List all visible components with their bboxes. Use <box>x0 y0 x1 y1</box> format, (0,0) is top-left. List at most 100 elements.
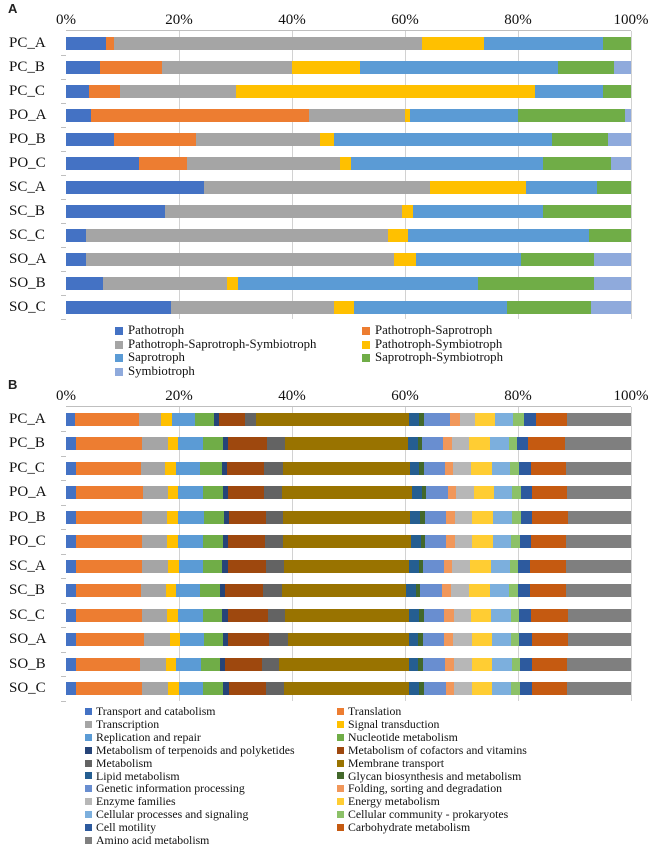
legend-swatch-icon <box>85 837 92 845</box>
bar-segment <box>456 486 474 500</box>
bar-segment <box>66 633 77 647</box>
bar-row: PC_B <box>9 432 631 456</box>
bar-segment <box>567 510 631 524</box>
bar-segment <box>168 486 179 500</box>
bar-segment <box>419 608 424 622</box>
legend-label: Saprotroph <box>128 350 185 365</box>
bar-row: SO_B <box>9 271 631 296</box>
bar-segment <box>472 510 494 524</box>
bar-segment <box>422 657 446 671</box>
bar-segment <box>66 412 76 426</box>
bar-segment <box>567 486 631 500</box>
bar-segment <box>225 657 262 671</box>
bar-segment <box>354 300 507 314</box>
legend-swatch-icon <box>85 707 92 715</box>
bar-segment <box>444 461 454 475</box>
bar-segment <box>75 559 143 573</box>
bar-segment <box>393 252 417 266</box>
legend-label: Pathotroph-Saprotroph-Symbiotroph <box>128 336 317 351</box>
bar-segment <box>388 228 408 242</box>
bar-segment <box>416 252 521 266</box>
bar-track <box>66 412 632 426</box>
bar-segment <box>419 461 425 475</box>
bar-segment <box>450 584 470 598</box>
bar-segment <box>266 682 285 696</box>
bar-segment <box>418 657 423 671</box>
bar-segment <box>567 682 632 696</box>
legend-item: Metabolism of cofactors and vitamins <box>337 743 527 757</box>
legend-swatch-icon <box>337 785 344 793</box>
bar-segment <box>420 584 443 598</box>
legend-swatch-icon <box>115 354 123 363</box>
bar-segment <box>279 657 409 671</box>
legend-swatch-icon <box>85 798 92 806</box>
bar-segment <box>203 486 223 500</box>
bar-segment <box>478 276 595 290</box>
bar-segment <box>471 461 493 475</box>
legend-item: Nucleotide metabolism <box>337 730 527 744</box>
bar-segment <box>415 584 421 598</box>
legend-label: Genetic information processing <box>96 781 245 796</box>
bar-segment <box>66 228 86 242</box>
bar-row: PC_A <box>9 31 631 56</box>
bar-segment <box>178 437 204 451</box>
category-label: SC_A <box>9 557 46 574</box>
bar-segment <box>66 300 171 314</box>
bar-segment <box>140 461 166 475</box>
bar-segment <box>222 608 228 622</box>
bar-segment <box>75 657 140 671</box>
bar-segment <box>451 437 469 451</box>
category-label: PO_A <box>9 106 47 123</box>
bar-row: SC_A <box>9 175 631 200</box>
bar-segment <box>443 559 453 573</box>
bar-row: SC_C <box>9 223 632 248</box>
bar-segment <box>424 412 450 426</box>
legend-swatch-icon <box>85 733 92 741</box>
legend-item: Pathotroph-Symbiotroph <box>362 337 503 352</box>
legend-item: Amino acid metabolism <box>85 834 337 847</box>
bar-segment <box>167 535 178 549</box>
legend-label: Amino acid metabolism <box>96 833 210 848</box>
bar-segment <box>139 156 188 170</box>
bar-segment <box>508 437 517 451</box>
legend-item: Metabolism of terpenoids and polyketides <box>85 742 337 757</box>
plot-area: PC_A PC_B PC_C PO_A PO_B PO_C SC_A SC_B SC_C SO_A… <box>9 407 632 701</box>
bar-segment <box>492 461 511 475</box>
bar-track <box>66 252 631 266</box>
bar-segment <box>471 633 493 647</box>
bar-segment <box>228 682 267 696</box>
legend-item: Pathotroph-Saprotroph-Symbiotroph <box>115 336 362 352</box>
bar-segment <box>228 486 265 500</box>
bar-segment <box>91 108 309 122</box>
bar-segment <box>495 412 513 426</box>
legend-swatch-icon <box>85 720 92 728</box>
bar-segment <box>418 559 424 573</box>
legend-swatch-icon <box>337 759 344 767</box>
bar-segment <box>568 608 632 622</box>
bar-segment <box>567 412 632 426</box>
legend-item: Pathotroph-Saprotroph <box>362 323 503 338</box>
bar-segment <box>169 633 181 647</box>
legend-label: Cellular processes and signaling <box>96 807 249 822</box>
bar-track <box>66 510 631 524</box>
bar-segment <box>528 437 565 451</box>
legend-swatch-icon <box>85 746 92 754</box>
legend-label: Metabolism of terpenoids and polyketides <box>96 742 295 757</box>
bar-segment <box>510 608 519 622</box>
bar-segment <box>511 682 520 696</box>
bar-segment <box>140 584 166 598</box>
bar-track <box>66 584 631 598</box>
bar-segment <box>444 633 454 647</box>
bar-segment <box>409 108 518 122</box>
bar-row: PC_C <box>9 456 631 481</box>
bar-segment <box>453 633 472 647</box>
bar-row: SO_A <box>9 628 631 652</box>
bar-segment <box>449 412 461 426</box>
bar-track <box>66 633 631 647</box>
axis-tick-label: 80% <box>504 388 532 404</box>
bar-segment <box>410 510 420 524</box>
bar-row: PC_B <box>9 55 632 80</box>
legend-swatch-icon <box>85 811 92 819</box>
category-label: SC_B <box>9 582 45 599</box>
bar-track <box>66 682 632 696</box>
